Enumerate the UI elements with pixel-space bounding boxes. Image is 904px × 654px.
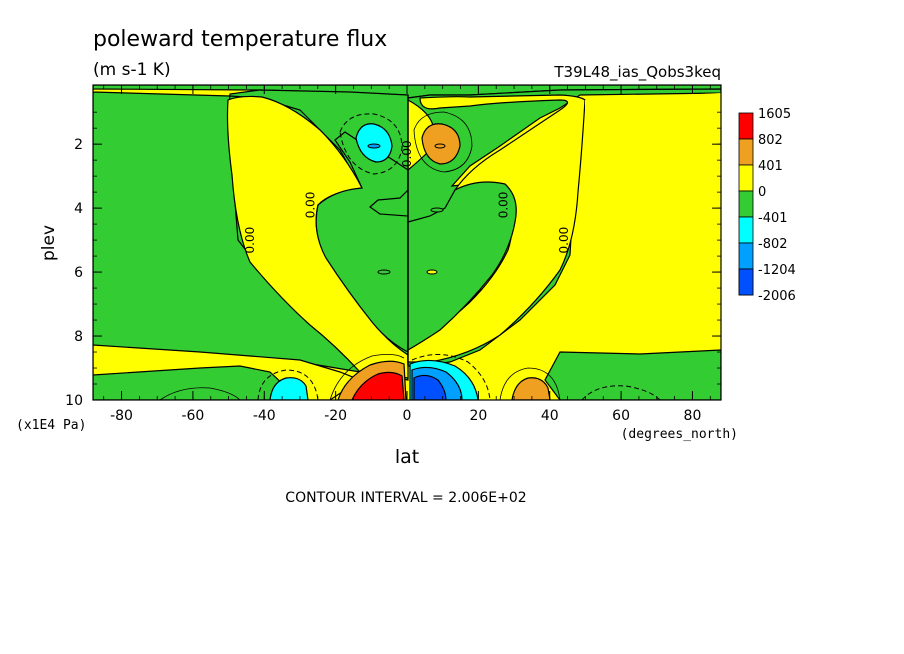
positive-contours bbox=[159, 111, 561, 400]
x-tick-label: -20 bbox=[324, 408, 347, 424]
plot-area: 0.00 0.00 0.00 0.00 0.00 bbox=[93, 85, 721, 400]
legend-label: 802 bbox=[758, 133, 783, 148]
chart-units: (m s-1 K) bbox=[93, 60, 171, 80]
x-tick-label: -40 bbox=[253, 408, 276, 424]
blob-small-3 bbox=[430, 207, 444, 213]
legend-label: 1605 bbox=[758, 107, 791, 122]
x-axis-label: lat bbox=[395, 446, 419, 468]
legend-swatch bbox=[738, 242, 754, 270]
x-axis: -80 -60 -40 -20 0 20 40 60 80 bbox=[103, 85, 711, 424]
contour-label: 0.00 bbox=[496, 192, 510, 219]
blob-dot-orange bbox=[434, 143, 446, 149]
contour-label: 0.00 bbox=[304, 192, 318, 219]
x-axis-units: (degrees_north) bbox=[621, 427, 738, 442]
y-tick-label: 10 bbox=[65, 393, 83, 409]
cell-bottom-negative-darkblue bbox=[413, 374, 447, 400]
blob-dot-blue bbox=[367, 143, 381, 149]
legend-label: -401 bbox=[758, 211, 788, 226]
contour-labels: 0.00 0.00 0.00 0.00 0.00 bbox=[243, 140, 571, 253]
cell-bottom-right-orange bbox=[511, 377, 551, 400]
region-right-outer-green bbox=[544, 349, 721, 400]
x-tick-label: -80 bbox=[110, 408, 133, 424]
contour-label: 0.00 bbox=[243, 227, 257, 254]
legend-swatch bbox=[738, 164, 754, 192]
legend-label: -2006 bbox=[758, 289, 796, 304]
cell-bottom-left-cyan bbox=[269, 377, 309, 400]
legend-swatch bbox=[738, 216, 754, 244]
x-tick-label: -60 bbox=[181, 408, 204, 424]
y-tick-label: 8 bbox=[74, 329, 83, 345]
cell-upper-left-cyan bbox=[355, 123, 393, 163]
contour-label: 0.00 bbox=[400, 140, 414, 167]
y-tick-label: 2 bbox=[74, 137, 83, 153]
legend-swatch bbox=[738, 268, 754, 296]
x-tick-label: 60 bbox=[612, 408, 630, 424]
contour-label: 0.00 bbox=[557, 227, 571, 254]
x-tick-label: 0 bbox=[403, 408, 412, 424]
legend-label: -1204 bbox=[758, 263, 796, 278]
y-axis-label: plev bbox=[39, 225, 59, 261]
legend-label: 401 bbox=[758, 159, 783, 174]
region-center-left bbox=[315, 131, 409, 353]
legend-label: 0 bbox=[758, 185, 766, 200]
contour-interval: CONTOUR INTERVAL = 2.006E+02 bbox=[285, 490, 526, 506]
x-tick-label: 40 bbox=[541, 408, 559, 424]
legend-swatch bbox=[738, 138, 754, 166]
run-label: T39L48_ias_Qobs3keq bbox=[553, 63, 721, 82]
cell-bottom-positive-red bbox=[351, 371, 405, 400]
x-tick-label: 80 bbox=[684, 408, 702, 424]
region-right-tongue bbox=[407, 94, 586, 363]
legend-swatch bbox=[738, 190, 754, 218]
negative-contours bbox=[257, 113, 661, 400]
region-right-outer bbox=[560, 93, 721, 354]
y-tick-label: 6 bbox=[74, 265, 83, 281]
blob-small-2 bbox=[426, 269, 438, 275]
legend-swatch bbox=[738, 112, 754, 140]
y-axis: 2 4 6 8 10 bbox=[65, 111, 721, 409]
y-tick-label: 4 bbox=[74, 201, 83, 217]
y-axis-units: (x1E4 Pa) bbox=[16, 418, 86, 433]
chart-title: poleward temperature flux bbox=[93, 27, 387, 52]
legend-label: -802 bbox=[758, 237, 788, 252]
region-center-right bbox=[407, 181, 517, 352]
color-legend: 1605 802 401 0 -401 -802 -1204 -2006 bbox=[738, 107, 796, 304]
blob-small-1 bbox=[377, 269, 391, 275]
x-tick-label: 20 bbox=[469, 408, 487, 424]
